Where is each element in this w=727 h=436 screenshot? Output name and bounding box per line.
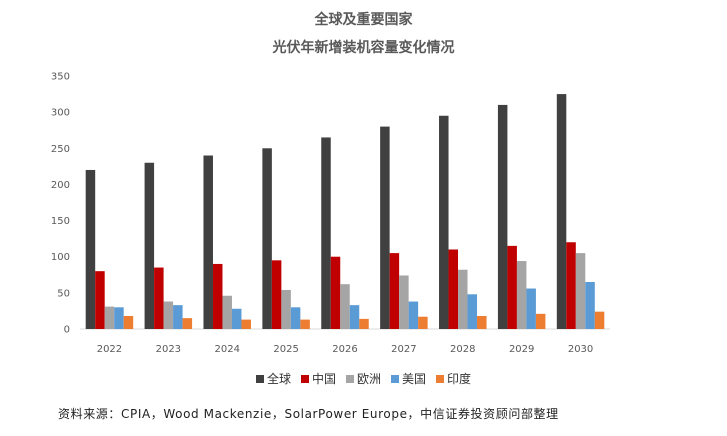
bar [566,242,576,329]
bar [439,115,449,329]
bar [271,260,282,329]
bar [104,306,115,329]
legend-label: 印度 [447,372,472,386]
legend-item: 印度 [436,370,471,387]
x-tick-label: 2028 [450,344,475,355]
x-tick-label: 2026 [332,344,357,355]
bar [241,319,251,329]
legend-item: 欧洲 [345,370,381,387]
bar [497,104,508,330]
bar [300,319,310,329]
legend: 全球 中国 欧洲 美国 印度 [0,370,727,387]
bar [408,301,419,329]
bar [526,288,536,329]
bar [154,267,164,329]
y-tick-label: 100 [51,252,70,263]
bar [477,315,487,329]
x-tick-label: 2025 [273,344,298,355]
y-tick-label: 50 [57,288,70,299]
bar [262,148,272,329]
legend-item: 全球 [255,370,291,387]
y-tick-label: 300 [51,108,70,119]
bar [290,307,301,329]
bar [380,126,390,329]
legend-swatch [391,374,399,383]
bar [321,137,331,329]
bars [85,94,605,330]
y-tick-label: 350 [51,72,70,83]
bar [222,295,232,329]
bar [212,263,223,329]
bar [330,256,341,329]
bar [123,315,134,329]
legend-item: 中国 [300,370,336,387]
legend-swatch [300,374,309,383]
bar [575,253,586,329]
x-tick-label: 2029 [509,344,534,355]
y-tick-label: 150 [51,216,70,227]
legend-swatch [436,374,445,383]
bar [340,284,350,329]
bar [144,162,155,329]
bar [203,155,213,329]
y-tick-label: 0 [64,325,70,336]
bar [173,305,183,329]
legend-swatch [255,374,264,383]
x-tick-label: 2022 [97,344,122,355]
bar [399,275,409,329]
bar [114,307,124,329]
bar [418,316,428,329]
x-tick-label: 2023 [156,344,181,355]
bar [516,261,527,329]
bar [359,318,369,329]
bar [231,308,242,329]
legend-swatch [345,374,354,383]
chart-subtitle: 光伏年新增装机容量变化情况 [272,40,455,56]
bar [95,271,105,329]
source-note: 资料来源：CPIA，Wood Mackenzie，SolarPower Euro… [58,407,559,421]
bar [389,253,400,329]
y-tick-label: 250 [51,144,70,155]
bar [458,269,468,329]
bar [349,305,360,329]
bar [585,282,595,329]
y-axis: 0 50 100 150 200 250 300 350 [51,72,70,336]
bar [507,245,517,329]
legend-label: 欧洲 [356,372,381,386]
bar [594,311,605,329]
bar [535,313,546,329]
bar [182,318,193,329]
x-tick-label: 2030 [568,344,593,355]
legend-label: 中国 [311,372,336,386]
y-tick-label: 200 [51,180,70,191]
bar [467,294,478,329]
legend-label: 美国 [402,372,427,386]
bar [163,301,174,329]
x-tick-label: 2027 [391,344,416,355]
chart-title: 全球及重要国家 [314,12,413,28]
bar [448,249,459,329]
legend-item: 美国 [391,370,426,387]
bar [85,169,96,329]
x-tick-label: 2024 [214,344,239,355]
legend-label: 全球 [266,372,291,386]
bar [556,94,567,329]
bar [281,289,291,329]
x-axis: 2022 2023 2024 2025 2026 2027 2028 2029 2030 [97,344,594,355]
